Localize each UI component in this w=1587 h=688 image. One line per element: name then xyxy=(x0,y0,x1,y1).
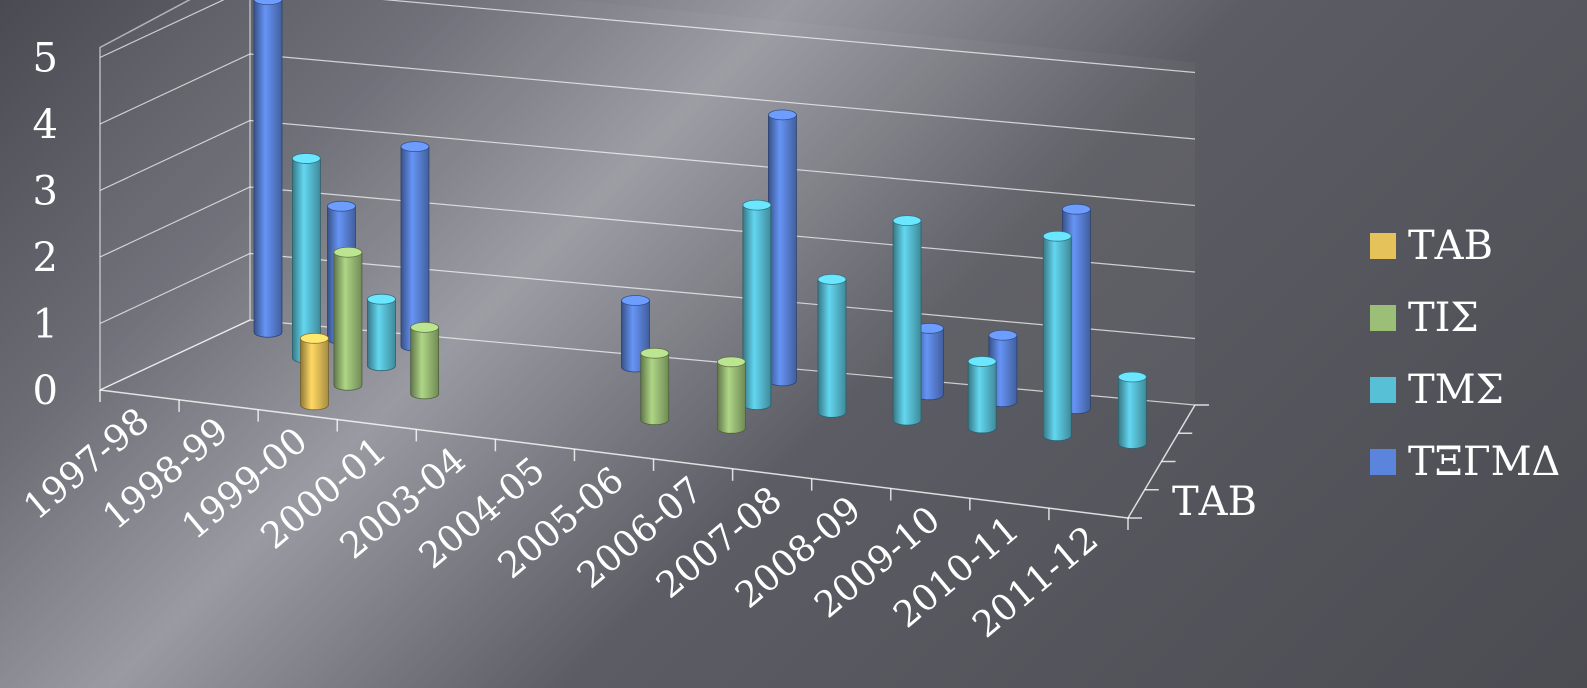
bar-top xyxy=(621,295,650,306)
bars xyxy=(253,0,1147,449)
bar-body xyxy=(716,361,746,434)
bar-ΤΜΣ-2008-09 xyxy=(892,215,922,426)
bar-top xyxy=(327,200,356,212)
bar-top xyxy=(1042,230,1072,242)
legend-label: ΤΙΣ xyxy=(1408,295,1479,341)
legend: ΤΑΒ ΤΙΣ ΤΜΣ ΤΞΓΜΔ xyxy=(1370,210,1560,498)
bar-top xyxy=(253,0,283,6)
side-wall xyxy=(99,0,251,392)
bar-top xyxy=(400,141,430,153)
bar-body xyxy=(253,0,283,338)
bar-ΤΜΣ-2007-08 xyxy=(817,273,847,418)
bar-top xyxy=(1117,371,1147,383)
y-axis-ticks: 0 1 2 3 4 5 xyxy=(33,36,58,415)
bar-ΤΞΓΜΔ-1999-00 xyxy=(400,141,430,352)
legend-swatch xyxy=(1370,449,1396,475)
legend-swatch xyxy=(1370,305,1396,331)
y-tick-label: 0 xyxy=(33,368,58,414)
bar-body xyxy=(300,337,329,411)
y-tick-label: 5 xyxy=(33,36,58,82)
x-axis-line xyxy=(99,389,1129,519)
gridline xyxy=(99,53,1196,140)
y-tick-label: 3 xyxy=(33,169,58,215)
bar-body xyxy=(1117,376,1147,449)
bar-top xyxy=(716,356,746,368)
bar-ΤΜΣ-1998-99 xyxy=(291,153,321,364)
bar-body xyxy=(367,298,396,372)
bar-body xyxy=(817,278,847,418)
bar-body xyxy=(410,326,440,400)
bar-ΤΑΒ-1999-00 xyxy=(300,332,329,411)
bar-body xyxy=(291,158,321,364)
bar-top xyxy=(892,215,922,227)
gridline xyxy=(99,119,1196,207)
gridline xyxy=(99,252,1196,340)
legend-label: ΤΑΒ xyxy=(1408,223,1493,269)
legend-item: ΤΙΣ xyxy=(1370,282,1560,354)
y-tick-label: 1 xyxy=(33,302,58,348)
bar-ΤΞΓΜΔ-2006-07 xyxy=(768,109,797,387)
bar-body xyxy=(400,146,430,352)
bar-ΤΙΣ-1999-00 xyxy=(333,246,363,391)
x-axis-labels: 1997-981998-991999-002000-012003-042004-… xyxy=(16,400,1106,646)
gridline xyxy=(99,186,1196,273)
y-tick-label: 4 xyxy=(33,102,58,148)
bar-ΤΙΣ-2006-07 xyxy=(716,356,746,434)
depth-axis-label: ΤΑΒ xyxy=(1172,479,1257,525)
bar-top xyxy=(410,321,440,333)
gridline xyxy=(99,0,1196,74)
bar-top xyxy=(988,329,1018,341)
legend-item: ΤΞΓΜΔ xyxy=(1370,426,1560,498)
bar-ΤΙΣ-2005-06 xyxy=(640,347,670,426)
chart-floor xyxy=(99,389,1209,530)
bar-body xyxy=(333,251,363,391)
bar-ΤΜΣ-2010-11 xyxy=(1042,230,1072,442)
bar-ΤΙΣ-2000-01 xyxy=(410,321,440,400)
bar-top xyxy=(333,246,363,258)
legend-item: ΤΑΒ xyxy=(1370,210,1560,282)
y-tick-label: 2 xyxy=(33,235,58,281)
bar-top xyxy=(967,356,997,367)
bar-body xyxy=(1042,235,1072,442)
bar-ΤΜΣ-2011-12 xyxy=(1117,371,1147,449)
bar-ΤΜΣ-2009-10 xyxy=(967,356,997,434)
bar-ΤΜΣ-1999-00 xyxy=(367,293,396,372)
bar-ΤΜΣ-2006-07 xyxy=(742,199,772,410)
bar-top xyxy=(768,109,797,121)
legend-swatch xyxy=(1370,233,1396,259)
bar-body xyxy=(892,220,922,426)
bar-ΤΞΓΜΔ-1997-98 xyxy=(253,0,283,338)
bar-top xyxy=(291,153,321,164)
legend-item: ΤΜΣ xyxy=(1370,354,1560,426)
bar-top xyxy=(300,332,329,344)
bar-body xyxy=(742,204,772,410)
bar-ΤΞΓΜΔ-2008-09 xyxy=(915,322,944,401)
bar-top xyxy=(1061,203,1091,215)
bar-top xyxy=(640,347,670,359)
legend-swatch xyxy=(1370,377,1396,403)
bar-top xyxy=(367,293,396,305)
bar-top xyxy=(817,273,847,285)
bar-body xyxy=(967,361,997,434)
legend-label: ΤΜΣ xyxy=(1408,367,1504,413)
legend-label: ΤΞΓΜΔ xyxy=(1408,439,1561,485)
bar-body xyxy=(768,114,797,387)
bar-body xyxy=(640,352,670,426)
gridline xyxy=(99,319,1196,406)
bar-top xyxy=(742,199,772,211)
gridlines xyxy=(99,0,1196,406)
